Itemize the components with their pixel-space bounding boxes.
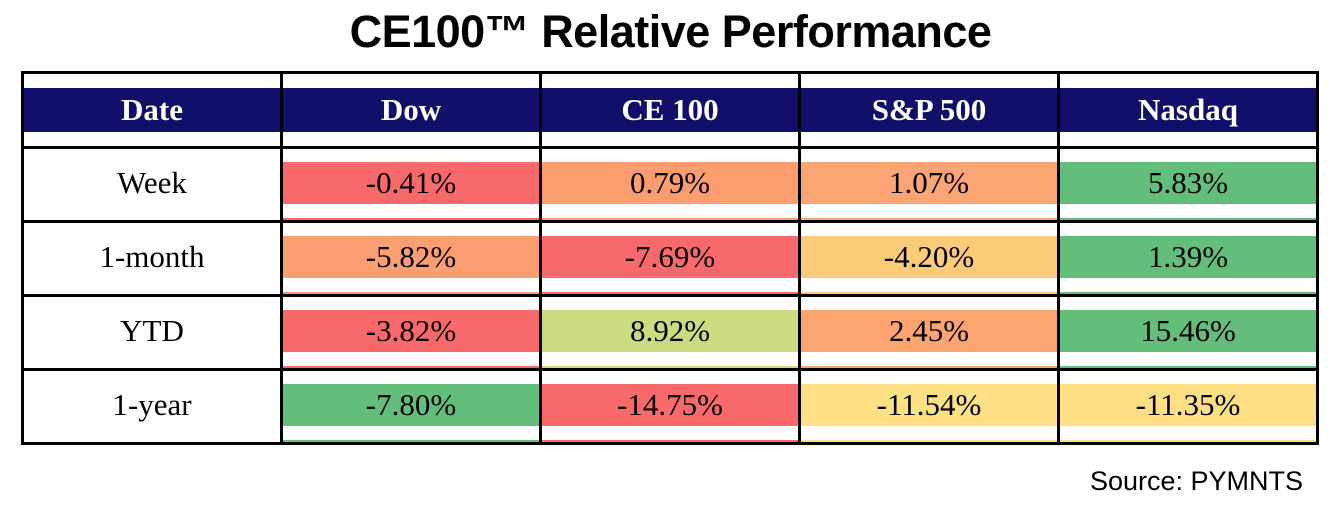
heat-cell: -11.35% bbox=[1060, 384, 1316, 426]
cell-ytd-dow: -3.82% bbox=[280, 294, 542, 371]
heat-sliver bbox=[1060, 218, 1316, 220]
heat-sliver bbox=[1060, 292, 1316, 294]
cell-ytd-ce100: 8.92% bbox=[539, 294, 801, 371]
heat-cell: 1.39% bbox=[1060, 236, 1316, 278]
heat-sliver bbox=[801, 292, 1057, 294]
cell-ytd-sp500: 2.45% bbox=[798, 294, 1060, 371]
table-row-ytd: YTD -3.82% 8.92% 2.45% bbox=[21, 294, 1319, 371]
heat-cell: 15.46% bbox=[1060, 310, 1316, 352]
heat-sliver bbox=[283, 366, 539, 368]
heat-sliver bbox=[283, 292, 539, 294]
cell-week-ce100: 0.79% bbox=[539, 146, 801, 223]
cell-1-month-dow: -5.82% bbox=[280, 220, 542, 297]
column-header-ce100: CE 100 bbox=[539, 71, 801, 149]
heat-cell: 2.45% bbox=[801, 310, 1057, 352]
cell-week-nasdaq: 5.83% bbox=[1057, 146, 1319, 223]
cell-1-year-ce100: -14.75% bbox=[539, 368, 801, 445]
heat-cell: -11.54% bbox=[801, 384, 1057, 426]
heat-cell: 1.07% bbox=[801, 162, 1057, 204]
heat-sliver bbox=[283, 440, 539, 442]
heat-cell: -7.69% bbox=[542, 236, 798, 278]
table-row-week: Week -0.41% 0.79% 1.07% bbox=[21, 146, 1319, 223]
heat-sliver bbox=[542, 218, 798, 220]
row-label-ytd: YTD bbox=[21, 294, 283, 371]
heat-cell: -5.82% bbox=[283, 236, 539, 278]
heat-cell: 0.79% bbox=[542, 162, 798, 204]
heat-cell: -14.75% bbox=[542, 384, 798, 426]
heat-cell: -4.20% bbox=[801, 236, 1057, 278]
cell-1-month-nasdaq: 1.39% bbox=[1057, 220, 1319, 297]
header-label: Date bbox=[24, 88, 280, 132]
header-label: Dow bbox=[283, 88, 539, 132]
heat-sliver bbox=[801, 218, 1057, 220]
header-label: S&P 500 bbox=[801, 88, 1057, 132]
page-title: CE100™ Relative Performance bbox=[349, 6, 992, 57]
cell-1-year-dow: -7.80% bbox=[280, 368, 542, 445]
heat-sliver bbox=[542, 292, 798, 294]
heat-cell: -0.41% bbox=[283, 162, 539, 204]
heat-cell: 8.92% bbox=[542, 310, 798, 352]
column-header-date: Date bbox=[21, 71, 283, 149]
cell-1-year-nasdaq: -11.35% bbox=[1057, 368, 1319, 445]
header-label: CE 100 bbox=[542, 88, 798, 132]
heat-sliver bbox=[542, 440, 798, 442]
heat-sliver bbox=[542, 366, 798, 368]
heat-sliver bbox=[1060, 440, 1316, 442]
row-label-1-month: 1-month bbox=[21, 220, 283, 297]
header-row: Date Dow CE 100 S&P 500 Nasdaq bbox=[21, 71, 1319, 149]
table-row-1-year: 1-year -7.80% -14.75% -11.54% bbox=[21, 368, 1319, 445]
cell-week-dow: -0.41% bbox=[280, 146, 542, 223]
table-row-1-month: 1-month -5.82% -7.69% -4.20% bbox=[21, 220, 1319, 297]
cell-week-sp500: 1.07% bbox=[798, 146, 1060, 223]
source-note: Source: PYMNTS bbox=[1089, 466, 1303, 496]
performance-table: Date Dow CE 100 S&P 500 Nasdaq Week bbox=[21, 71, 1319, 445]
row-label-1-year: 1-year bbox=[21, 368, 283, 445]
heat-cell: -7.80% bbox=[283, 384, 539, 426]
column-header-sp500: S&P 500 bbox=[798, 71, 1060, 149]
heat-sliver bbox=[801, 366, 1057, 368]
cell-ytd-nasdaq: 15.46% bbox=[1057, 294, 1319, 371]
heat-cell: -3.82% bbox=[283, 310, 539, 352]
row-label-week: Week bbox=[21, 146, 283, 223]
column-header-dow: Dow bbox=[280, 71, 542, 149]
heat-sliver bbox=[283, 218, 539, 220]
cell-1-year-sp500: -11.54% bbox=[798, 368, 1060, 445]
cell-1-month-ce100: -7.69% bbox=[539, 220, 801, 297]
heat-sliver bbox=[1060, 366, 1316, 368]
heat-sliver bbox=[801, 440, 1057, 442]
heat-cell: 5.83% bbox=[1060, 162, 1316, 204]
header-label: Nasdaq bbox=[1060, 88, 1316, 132]
cell-1-month-sp500: -4.20% bbox=[798, 220, 1060, 297]
column-header-nasdaq: Nasdaq bbox=[1057, 71, 1319, 149]
